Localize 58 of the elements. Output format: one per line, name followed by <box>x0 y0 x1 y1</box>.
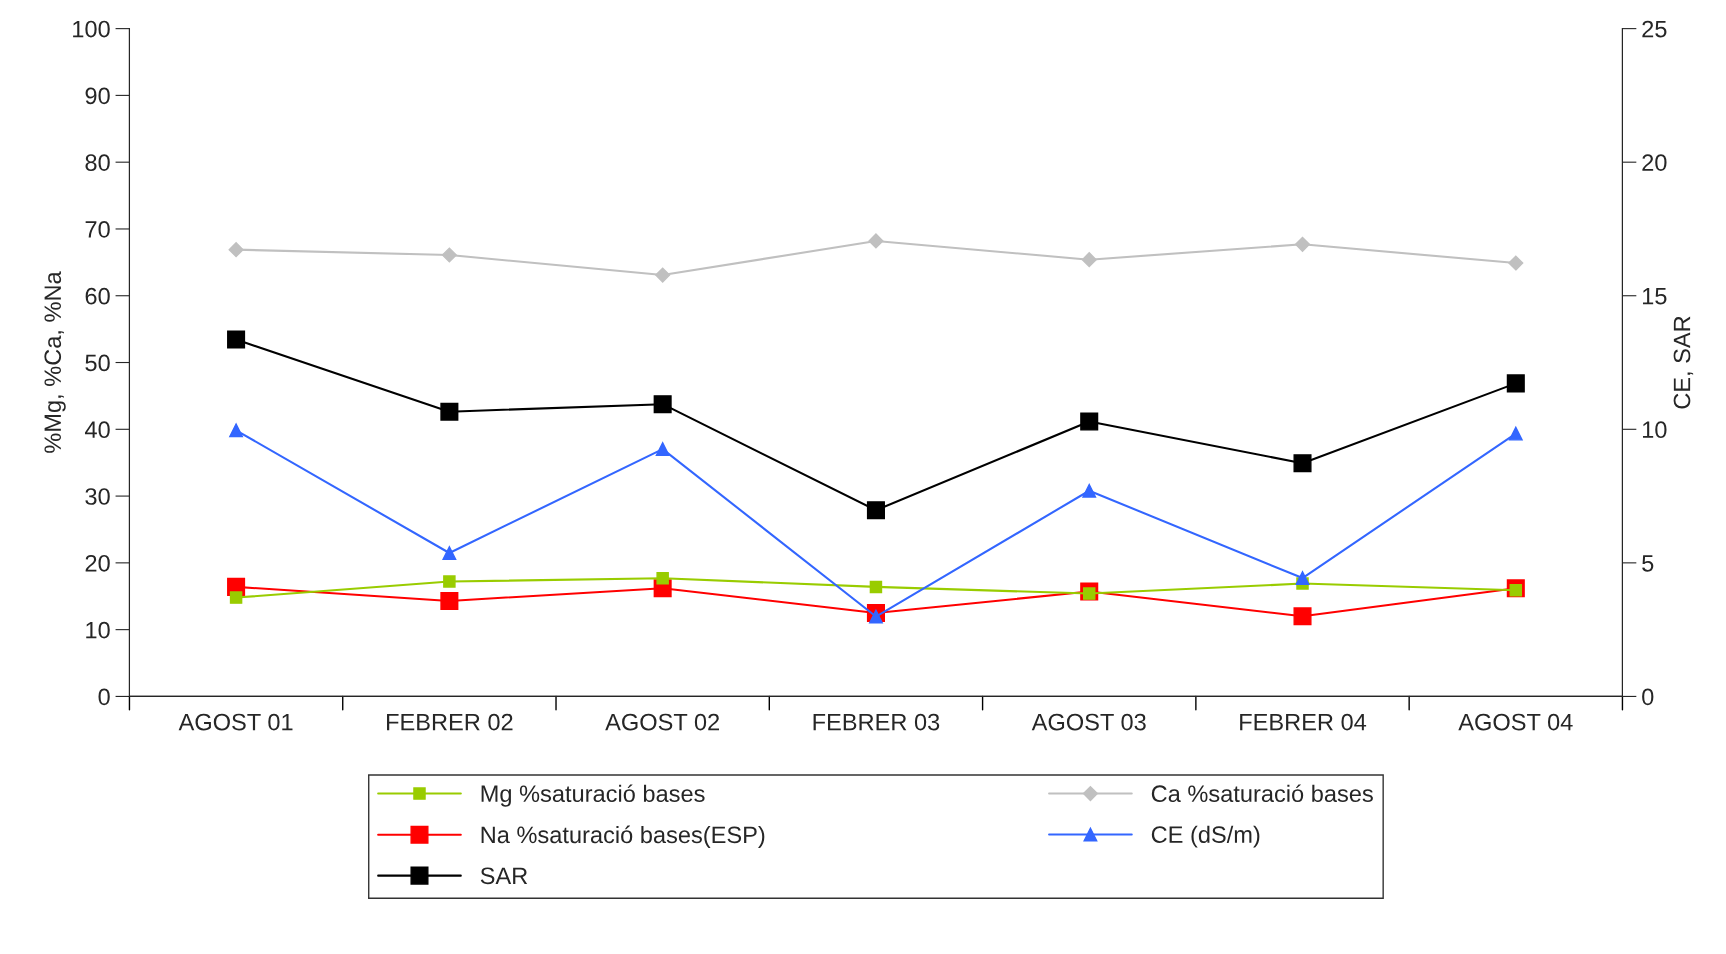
y-tick-label: 90 <box>85 87 110 105</box>
point <box>440 591 459 610</box>
x-tick-label: AGOST 02 <box>605 713 720 731</box>
point <box>869 580 883 594</box>
point <box>229 591 243 604</box>
point <box>1081 252 1097 268</box>
point <box>1080 412 1099 431</box>
y2-tick-label: 15 <box>1642 288 1667 305</box>
x-tick-label: FEBRER 02 <box>387 713 513 731</box>
point <box>1508 426 1523 441</box>
y2-tick-label: 20 <box>1642 154 1667 171</box>
point <box>443 575 456 588</box>
y2-tick-label: 25 <box>1642 20 1667 38</box>
legend-label: Na %saturació bases(ESP) <box>481 825 765 848</box>
y-tick-label: 60 <box>85 287 110 305</box>
legend-label: Ca %saturació bases <box>1151 784 1373 803</box>
x-tick-label: AGOST 03 <box>1031 713 1146 731</box>
point <box>866 501 885 520</box>
y-tick-label: 30 <box>85 488 110 505</box>
point <box>1508 255 1524 271</box>
point <box>227 330 246 349</box>
y-tick-label: 10 <box>86 621 110 639</box>
legend-label: Mg %saturació bases <box>481 784 705 807</box>
y-tick-label: 0 <box>98 688 110 706</box>
point <box>1293 454 1312 473</box>
y-tick-label: 20 <box>85 554 110 572</box>
y2-axis-title: CE, SAR <box>1673 316 1694 409</box>
point <box>442 546 457 560</box>
y-tick-label: 100 <box>73 20 110 38</box>
y-tick-label: 70 <box>85 221 110 238</box>
point <box>868 233 884 249</box>
point <box>441 247 457 263</box>
legend-label: SAR <box>480 867 528 885</box>
y-tick-label: 80 <box>85 154 110 171</box>
point <box>1082 483 1097 498</box>
y2-tick-label: 10 <box>1642 421 1667 439</box>
point <box>440 402 459 421</box>
x-tick-label: AGOST 04 <box>1458 713 1573 731</box>
y2-tick-label: 0 <box>1642 688 1654 706</box>
y-tick-label: 40 <box>84 421 110 439</box>
point <box>228 242 244 258</box>
point <box>1295 571 1310 586</box>
y2-tick-label: 5 <box>1642 555 1654 572</box>
point <box>655 442 670 457</box>
point <box>656 571 669 585</box>
legend-label: CE (dS/m) <box>1151 825 1260 848</box>
point <box>229 423 244 438</box>
point <box>1294 236 1311 252</box>
point <box>655 267 671 283</box>
x-tick-label: AGOST 01 <box>178 713 293 731</box>
point <box>653 395 672 414</box>
point <box>1293 607 1312 626</box>
x-tick-label: FEBRER 04 <box>1240 713 1367 731</box>
point <box>868 609 883 624</box>
y-axis-title: %Mg, %Ca, %Na <box>44 271 66 453</box>
x-tick-label: FEBRER 03 <box>813 713 940 731</box>
y-tick-label: 50 <box>85 354 110 372</box>
point <box>1506 374 1525 393</box>
